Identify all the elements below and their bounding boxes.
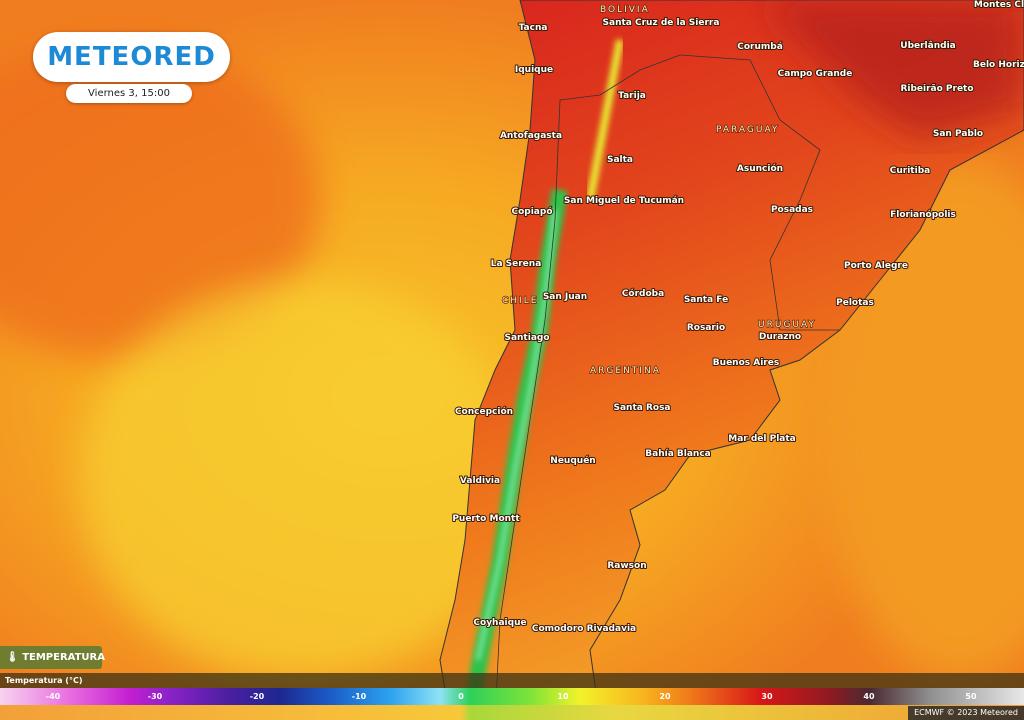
country-label: CHILE <box>502 296 538 306</box>
scale-label: 20 <box>659 692 671 701</box>
city-label: Neuquén <box>550 455 595 466</box>
scale-label: 50 <box>965 692 977 701</box>
warm-area <box>0 40 320 360</box>
scale-label: 40 <box>863 692 875 701</box>
color-scale <box>0 688 1024 705</box>
city-label: San Juan <box>543 292 587 302</box>
scale-label: -40 <box>45 692 61 701</box>
city-label: Antofagasta <box>500 131 562 141</box>
border <box>559 54 840 331</box>
layer-name: TEMPERATURA <box>22 652 105 663</box>
city-label: Santa Fe <box>684 295 728 305</box>
city-label: Ribeirão Preto <box>900 84 973 94</box>
andes-peaks <box>476 209 557 661</box>
city-label: Rosario <box>687 323 725 333</box>
layer-badge[interactable]: 🌡 TEMPERATURA <box>0 646 105 669</box>
city-label: Santiago <box>504 333 549 343</box>
scale-label: -20 <box>249 692 265 701</box>
city-label: La Serena <box>491 259 542 269</box>
map-bottom <box>0 705 1024 720</box>
city-label: Córdoba <box>622 288 664 299</box>
city-label: Comodoro Rivadavia <box>532 624 636 634</box>
city-label: San Pablo <box>933 129 983 139</box>
city-label: Uberlândia <box>900 41 955 51</box>
city-label: Pelotas <box>836 298 874 308</box>
city-label: Campo Grande <box>778 69 853 79</box>
city-label: Santa Cruz de la Sierra <box>603 18 720 28</box>
legend-title: Temperatura (°C) <box>0 673 1024 688</box>
city-label: Corumbá <box>737 42 783 52</box>
city-label: San Miguel de Tucumán <box>564 196 684 206</box>
border <box>494 99 561 720</box>
city-label: Asunción <box>737 163 783 174</box>
city-label: Iquique <box>515 65 553 75</box>
city-label: Copiapó <box>511 206 552 217</box>
country-label: ARGENTINA <box>590 366 661 376</box>
land <box>439 0 1024 720</box>
city-label: Florianópolis <box>890 209 956 220</box>
scale-label: 30 <box>761 692 773 701</box>
scale-label: 10 <box>557 692 569 701</box>
city-label: Coyhaique <box>473 618 526 628</box>
highlands <box>586 39 624 201</box>
city-label: Santa Rosa <box>613 403 670 413</box>
scale-label: -10 <box>351 692 367 701</box>
scale-label: -30 <box>147 692 163 701</box>
city-label: Buenos Aires <box>713 358 779 368</box>
city-label: Tacna <box>519 23 548 33</box>
city-label: Montes Cla <box>974 0 1024 10</box>
city-label: Salta <box>607 155 633 165</box>
city-label: Valdivia <box>460 476 500 486</box>
credit: ECMWF © 2023 Meteored <box>908 706 1024 720</box>
city-label: Durazno <box>759 332 801 342</box>
city-label: Posadas <box>771 205 813 215</box>
city-label: Porto Alegre <box>844 261 908 271</box>
country-label: BOLIVIA <box>600 5 650 15</box>
city-label: Puerto Montt <box>452 514 520 524</box>
city-label: Concepción <box>455 406 513 417</box>
forecast-time[interactable]: Viernes 3, 15:00 <box>66 84 192 103</box>
scale-label: 0 <box>458 692 464 701</box>
country-label: URUGUAY <box>758 320 816 330</box>
cool-area <box>80 280 520 680</box>
country-label: PARAGUAY <box>716 125 779 135</box>
city-label: Tarija <box>618 91 646 101</box>
city-label: Bahía Blanca <box>645 449 710 459</box>
city-label: Rawson <box>607 561 646 571</box>
city-label: Mar del Plata <box>728 434 796 444</box>
city-label: Curitiba <box>890 166 930 176</box>
city-label: Belo Horizo <box>973 60 1024 70</box>
hot-area <box>760 0 1024 140</box>
logo: METEORED <box>33 32 230 82</box>
